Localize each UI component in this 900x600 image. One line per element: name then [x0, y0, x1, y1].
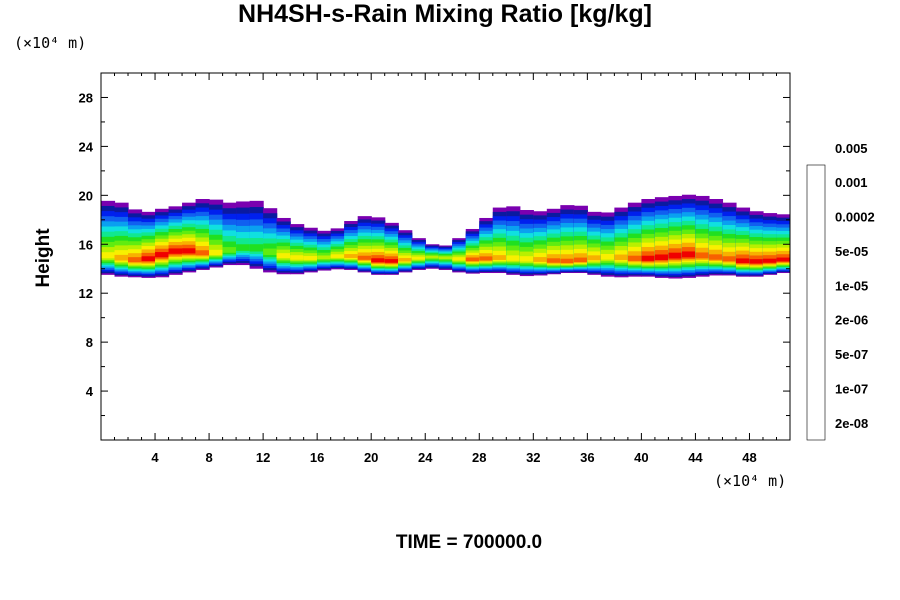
colorbar-label: 1e-07: [835, 381, 868, 396]
y-axis-unit: (×10⁴ m): [14, 34, 87, 52]
contour-cell: [236, 244, 251, 251]
contour-cell: [492, 255, 507, 260]
contour-cell: [249, 244, 264, 252]
contour-field: [101, 194, 790, 279]
contour-cell: [141, 256, 156, 262]
contour-cell: [776, 257, 790, 262]
x-tick-label: 4: [151, 450, 159, 465]
contour-cell: [398, 258, 413, 262]
y-tick-label: 4: [86, 384, 94, 399]
y-tick-label: 28: [79, 90, 93, 105]
x-tick-label: 48: [742, 450, 756, 465]
contour-cell: [317, 255, 332, 260]
contour-cell: [762, 258, 778, 263]
x-tick-label: 8: [205, 450, 212, 465]
contour-cell: [371, 258, 386, 263]
contour-cell: [479, 256, 494, 261]
contour-cell: [560, 258, 575, 264]
contour-cell: [749, 259, 764, 264]
x-tick-label: 24: [418, 450, 433, 465]
x-axis-unit: (×10⁴ m): [714, 472, 787, 490]
contour-cell: [506, 255, 521, 261]
contour-cell: [735, 258, 751, 263]
x-tick-label: 44: [688, 450, 703, 465]
contour-cell: [128, 257, 143, 263]
colorbar: 2e-08 1e-07 5e-07 2e-06 1e-05 5e-05 0.0002 0.00…: [806, 141, 875, 441]
contour-cell: [587, 255, 602, 261]
contour-cell: [195, 250, 210, 256]
chart-title: NH4SH-s-Rain Mixing Ratio [kg/kg]: [238, 0, 652, 28]
contour-cell: [452, 257, 467, 261]
contour-cell: [384, 259, 399, 263]
colorbar-label: 5e-05: [835, 244, 868, 259]
x-tick-label: 40: [634, 450, 648, 465]
contour-cell: [330, 254, 345, 258]
contour-cell: [411, 256, 426, 260]
contour-cell: [303, 256, 318, 260]
contour-cell: [708, 254, 724, 260]
y-tick-label: 20: [79, 188, 93, 203]
time-label: TIME = 700000.0: [395, 532, 543, 553]
contour-cell: [654, 254, 670, 261]
contour-cell: [114, 254, 129, 261]
contour-cell: [533, 257, 548, 262]
x-tick-label: 28: [472, 450, 486, 465]
contour-cell: [681, 251, 697, 258]
colorbar-label: 0.0002: [835, 210, 875, 225]
colorbar-frame: [806, 164, 826, 441]
y-tick-label: 8: [86, 335, 93, 350]
plot-frame: [100, 72, 791, 441]
contour-cell: [182, 248, 197, 254]
contour-cell: [627, 255, 642, 261]
contour-cell: [101, 252, 116, 259]
contour-cell: [614, 254, 629, 261]
x-tick-label: 20: [364, 450, 378, 465]
y-tick-label: 16: [79, 237, 93, 252]
contour-cell: [344, 254, 359, 258]
colorbar-label: 5e-07: [835, 347, 868, 362]
contour-cell: [290, 255, 305, 260]
contour-cell: [263, 248, 278, 255]
contour-cell: [357, 255, 372, 260]
contour-cell: [276, 253, 291, 259]
contour-cell: [641, 255, 656, 261]
y-tick-label: 24: [79, 139, 94, 154]
x-tick-label: 36: [580, 450, 594, 465]
contour-cell: [668, 252, 683, 259]
contour-cell: [209, 249, 224, 256]
contour-cell: [600, 254, 615, 260]
colorbar-label: 2e-08: [835, 416, 868, 431]
x-tick-label: 32: [526, 450, 540, 465]
x-tick-label: 16: [310, 450, 324, 465]
colorbar-label: 0.001: [835, 175, 868, 190]
contour-cell: [695, 252, 710, 259]
colorbar-label: 1e-05: [835, 278, 868, 293]
contour-cell: [573, 257, 588, 263]
contour-cell: [222, 247, 237, 253]
contour-cell: [722, 256, 737, 262]
contour-cell: [519, 256, 534, 262]
contour-cell: [168, 248, 183, 254]
contour-cell: [155, 252, 170, 258]
x-tick-label: 12: [256, 450, 270, 465]
contour-cell: [546, 258, 561, 263]
contour-cell: [425, 255, 440, 259]
colorbar-label: 0.005: [835, 141, 868, 156]
y-tick-label: 12: [79, 286, 93, 301]
contour-cell: [465, 257, 480, 262]
colorbar-label: 2e-06: [835, 313, 868, 328]
contour-cell: [438, 256, 453, 260]
